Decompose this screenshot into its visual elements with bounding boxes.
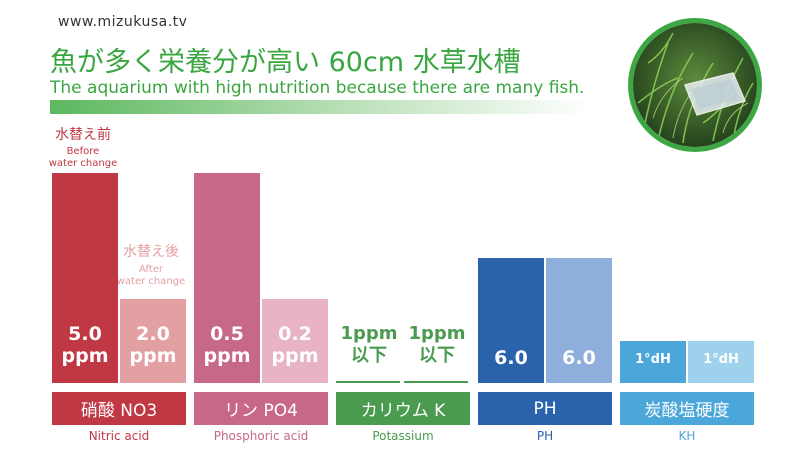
aquarium-plants-photo <box>628 18 762 152</box>
nitric-before-value: 5.0 <box>68 323 102 345</box>
page-subtitle: The aquarium with high nutrition because… <box>50 78 585 98</box>
chart-before-label-en: Before water change <box>48 146 118 169</box>
ph-after-value: 6.0 <box>562 347 596 369</box>
kh-before-bar <box>620 341 686 383</box>
phosphoric-category-label: リン PO4 <box>194 392 328 425</box>
title-underline <box>50 100 590 114</box>
kh-after-bar <box>688 341 754 383</box>
site-url: www.mizukusa.tv <box>58 14 188 30</box>
chart-before-label-jp: 水替え前 <box>55 127 111 143</box>
potassium-after-unit: 以下 <box>419 345 455 366</box>
potassium-before-unit: 以下 <box>351 345 387 366</box>
nitric-category-label: 硝酸 NO3 <box>52 392 186 425</box>
ph-before-value: 6.0 <box>494 347 528 369</box>
phosphoric-after-unit: ppm <box>271 345 319 367</box>
kh-after-value: 1°dH <box>703 352 739 367</box>
phosphoric-before-unit: ppm <box>203 345 251 367</box>
chart-after-label-jp: 水替え後 <box>123 244 179 260</box>
nitric-before-unit: ppm <box>61 345 109 367</box>
chart-after-label-en: After water change <box>116 264 186 287</box>
ph-before-bar <box>478 258 544 383</box>
page-title: 魚が多く栄養分が高い 60cm 水草水槽 <box>50 47 521 78</box>
nitric-category-label-en: Nitric acid <box>88 429 150 443</box>
phosphoric-before-value: 0.5 <box>210 323 244 345</box>
kh-before-value: 1°dH <box>635 352 671 367</box>
ph-after-bar <box>546 258 612 383</box>
nitric-after-bar <box>120 299 186 383</box>
potassium-before-bar <box>336 381 400 383</box>
phosphoric-before-bar <box>194 173 260 383</box>
kh-category-label: 炭酸塩硬度 <box>620 392 754 425</box>
nitric-after-value: 2.0 <box>136 323 170 345</box>
potassium-category-label: カリウム K <box>336 392 470 425</box>
phosphoric-after-bar <box>262 299 328 383</box>
phosphoric-category-label-en: Phosphoric acid <box>213 429 309 443</box>
ph-category-label: PH <box>478 392 612 425</box>
potassium-after-value: 1ppm <box>408 323 466 344</box>
nitric-before-bar <box>52 173 118 383</box>
potassium-after-bar <box>404 381 468 383</box>
ph-category-label-en: PH <box>536 429 554 443</box>
kh-category-label-en: KH <box>678 429 696 443</box>
nitric-after-unit: ppm <box>129 345 177 367</box>
phosphoric-after-value: 0.2 <box>278 323 312 345</box>
potassium-before-value: 1ppm <box>340 323 398 344</box>
potassium-category-label-en: Potassium <box>372 429 434 443</box>
